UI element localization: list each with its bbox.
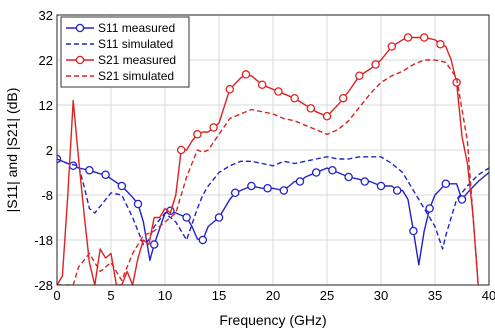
data-point (241, 70, 251, 79)
data-point (263, 183, 272, 193)
x-tick-label: 30 (374, 288, 388, 303)
series-line (57, 36, 479, 285)
data-point (247, 181, 256, 191)
data-point (182, 213, 191, 222)
x-tick-label: 25 (320, 288, 334, 303)
legend-label: S21 simulated (98, 69, 174, 83)
x-axis-label: Frequency (GHz) (219, 312, 326, 328)
data-point (371, 60, 380, 69)
x-tick-label: 0 (53, 288, 60, 303)
legend: S11 measured S11 simulated S21 measured S21… (60, 16, 190, 88)
legend-label: S11 simulated (98, 37, 173, 51)
data-point (209, 123, 218, 132)
data-point (214, 213, 224, 222)
series-line (57, 156, 489, 250)
data-point (322, 112, 332, 121)
data-point (230, 188, 240, 197)
series-line (57, 59, 479, 285)
plot-border (56, 14, 490, 286)
data-point (193, 129, 202, 139)
data-point (274, 87, 283, 96)
data-point (295, 177, 305, 186)
data-point (117, 181, 127, 191)
data-point (360, 177, 370, 186)
x-tick-label: 10 (158, 288, 172, 303)
series-layer (57, 33, 489, 285)
data-point (409, 226, 418, 236)
y-tick-label: 22 (39, 53, 53, 68)
data-point (306, 104, 316, 113)
y-tick-label: -8 (41, 188, 53, 203)
data-point (176, 145, 186, 155)
legend-label: S11 measured (98, 21, 175, 35)
x-tick-label: 5 (107, 288, 114, 303)
x-tick-label: 15 (212, 288, 226, 303)
data-point (257, 80, 267, 90)
legend-marker (75, 23, 85, 33)
data-point (198, 235, 208, 245)
x-tick-label: 40 (482, 288, 495, 303)
legend-label: S21 measured (98, 53, 176, 67)
legend-marker (75, 55, 85, 65)
series-s21-measured (57, 33, 479, 285)
data-point (149, 240, 159, 249)
data-point (403, 33, 413, 42)
data-point (279, 186, 289, 195)
data-point (419, 33, 429, 42)
data-point (344, 172, 353, 182)
data-point (133, 199, 143, 209)
data-point (441, 179, 451, 188)
data-point (376, 181, 386, 191)
series-s11-measured (57, 154, 489, 266)
data-point (338, 94, 348, 103)
y-tick-label: 12 (39, 98, 53, 113)
series-s21-simulated (57, 59, 479, 285)
data-point (101, 170, 110, 179)
data-point (328, 165, 337, 175)
y-tick-label: 32 (39, 8, 53, 23)
data-point (290, 94, 299, 103)
data-point (225, 85, 235, 94)
data-point (457, 195, 467, 204)
data-point (311, 168, 321, 177)
y-axis-label: |S11| and |S21| (dB) (4, 88, 20, 213)
series-s11-simulated (57, 156, 489, 250)
x-tick-label: 35 (428, 288, 442, 303)
data-point (436, 40, 445, 49)
data-point (355, 71, 364, 81)
data-point (387, 42, 397, 51)
data-point (425, 204, 434, 213)
x-tick-label: 20 (266, 288, 280, 303)
y-tick-label: -18 (34, 233, 53, 248)
data-point (392, 186, 402, 195)
y-tick-label: -28 (34, 278, 53, 293)
data-point (85, 165, 94, 175)
tick-labels: 0 5 10 15 20 25 30 35 40 -28 -18 -8 2 12 22 32 (34, 8, 495, 303)
y-tick-label: 2 (46, 143, 53, 158)
